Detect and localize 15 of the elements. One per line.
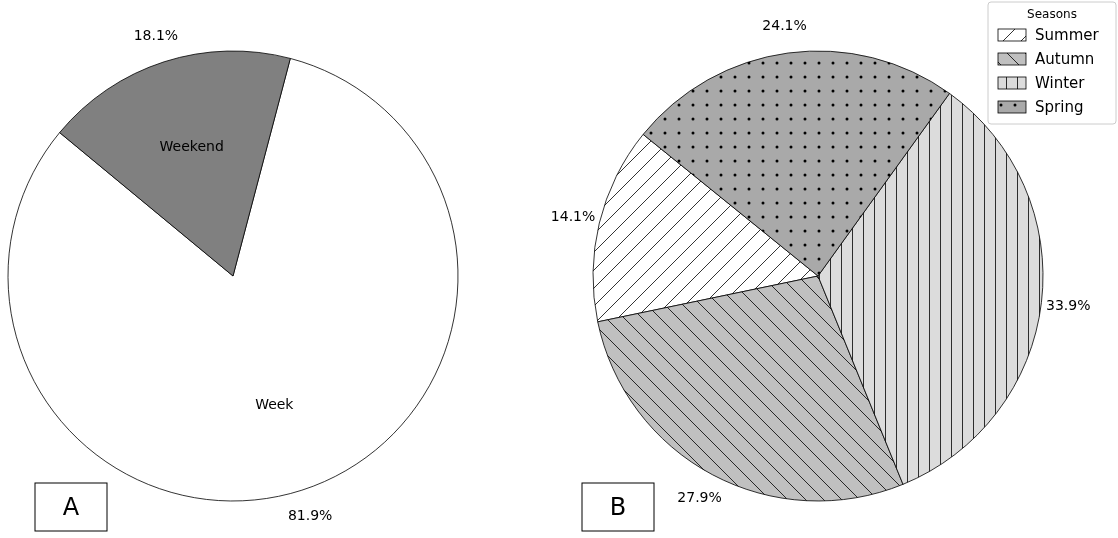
data-label: 33.9% [1046, 296, 1091, 313]
data-label: 14.1% [550, 207, 596, 224]
legend-label: Spring [1035, 97, 1084, 116]
data-label: 24.1% [762, 17, 807, 34]
legend-label: Summer [1035, 25, 1100, 44]
data-label: 27.9% [677, 489, 722, 506]
text: B [609, 493, 627, 521]
legend-title: Seasons [1027, 7, 1077, 21]
legend-label: Autumn [1035, 49, 1095, 68]
data-label: 81.9% [287, 506, 333, 523]
slice-label: Weekend [159, 138, 224, 155]
data-label: 18.1% [133, 27, 179, 44]
legend-label: Winter [1035, 73, 1086, 92]
text: A [62, 493, 80, 521]
slice-label: Week [255, 395, 295, 412]
